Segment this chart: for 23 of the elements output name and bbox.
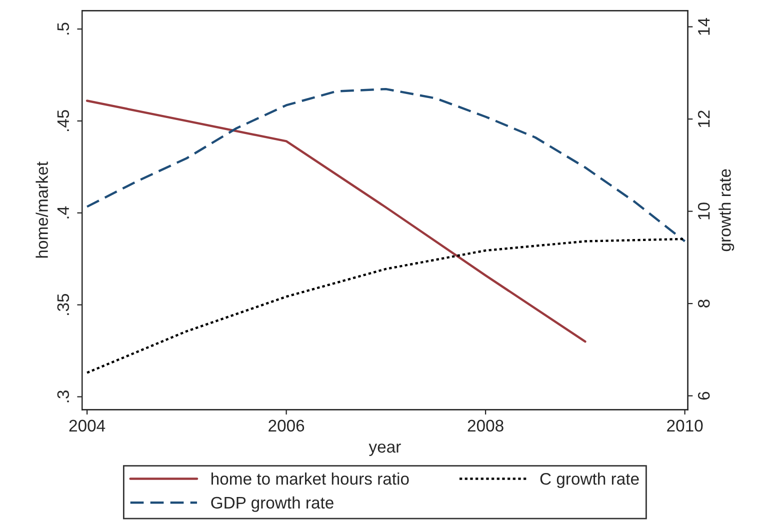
y2-tick-label: 14 bbox=[698, 18, 710, 35]
x-tick-label: 2006 bbox=[268, 420, 304, 432]
y2-tick-label: 12 bbox=[698, 110, 710, 128]
y-tick-label: .5 bbox=[57, 22, 70, 34]
y2-axis-title: growth rate bbox=[718, 169, 734, 252]
y2-tick-label: 6 bbox=[698, 392, 710, 400]
y-tick-label: .4 bbox=[57, 206, 69, 218]
x-tick-label: 2008 bbox=[468, 420, 504, 432]
line-series bbox=[86, 88, 686, 242]
x-axis-title: year bbox=[368, 444, 401, 456]
line-series bbox=[86, 100, 586, 343]
legend-label: GDP growth rate bbox=[211, 496, 334, 512]
y2-tick-label: 10 bbox=[698, 202, 710, 220]
x-tick-label: 2004 bbox=[69, 420, 106, 432]
y-tick-label: .45 bbox=[57, 110, 70, 132]
legend-label: home to market hours ratio bbox=[212, 472, 409, 485]
y2-tick-label: 8 bbox=[698, 300, 710, 308]
x-tick-label: 2010 bbox=[667, 420, 703, 432]
line-series bbox=[86, 238, 686, 374]
y-tick-label: .3 bbox=[57, 390, 70, 402]
y-tick-label: .35 bbox=[57, 294, 70, 315]
y-axis-title: home/market bbox=[36, 162, 48, 258]
legend-label: C growth rate bbox=[540, 472, 639, 488]
